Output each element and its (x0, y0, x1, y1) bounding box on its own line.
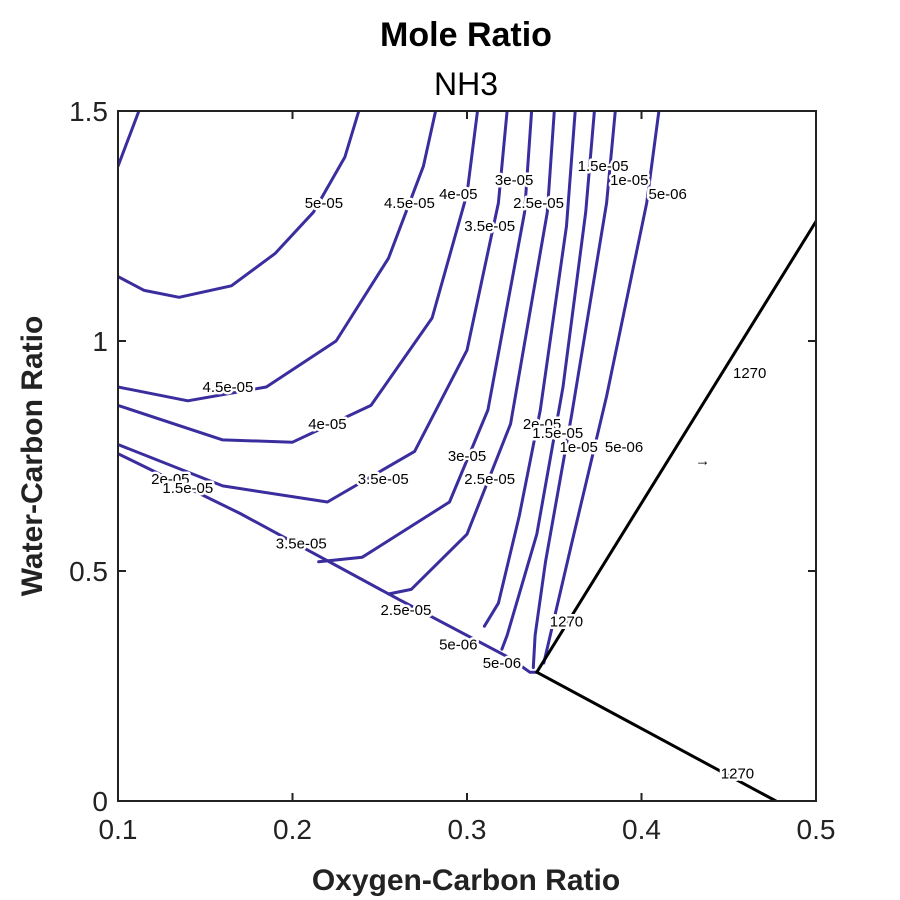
contour-label-1e-05: 1e-05 (559, 439, 597, 456)
contour-line-1e-05 (531, 111, 617, 670)
contour-label-2e-05: 2e-05 (151, 471, 189, 488)
chart-title: Mole Ratio (380, 16, 552, 54)
contour-label-2.5e-05: 2.5e-05 (464, 471, 515, 488)
contour-label-1270: 1270 (721, 765, 754, 782)
x-axis-ticks: 0.1 0.2 0.3 0.4 0.5 (99, 111, 836, 845)
contour-line-3e-05 (317, 111, 534, 564)
contour-line-2.5e-05 (387, 111, 556, 596)
plot-area: 5e-05 4.5e-054.5e-054e-054e-053.5e-053.5e… (117, 110, 817, 802)
contour-line-3.5e-05 (118, 111, 509, 504)
contour-label-1270: 1270 (550, 614, 583, 631)
x-tick-label: 0.2 (273, 814, 312, 845)
contour-line-5e-06 (118, 452, 539, 674)
contour-line-5e-05 (118, 111, 141, 168)
y-tick-label: 1.5 (69, 96, 108, 127)
contour-label-5e-06: 5e-06 (605, 439, 643, 456)
contour-label-1.5e-05: 1.5e-05 (578, 158, 629, 175)
contour-label-3e-05: 3e-05 (448, 448, 486, 465)
chart-subtitle: NH3 (434, 66, 498, 102)
contour-label-4e-05: 4e-05 (439, 186, 477, 203)
contour-label-4e-05: 4e-05 (308, 416, 346, 433)
contour-line-1270 (535, 670, 778, 801)
contour-label-layer: 5e-05 4.5e-054.5e-054e-054e-053.5e-053.5e… (149, 156, 769, 785)
contour-label-1270: 1270 (733, 365, 766, 382)
contour-label-1.5e-05: 1.5e-05 (532, 425, 583, 442)
x-tick-label: 0.3 (448, 814, 487, 845)
arrow-annotation: → (695, 453, 710, 470)
y-axis-ticks: 0 0.5 1 1.5 (69, 96, 816, 817)
plot-background (118, 111, 816, 801)
contour-line-1270 (535, 219, 816, 674)
contour-line-1.5e-05 (500, 111, 596, 651)
contour-label-5e-05: 5e-05 (305, 195, 343, 212)
contour-label-5e-06: 5e-06 (648, 186, 686, 203)
contour-label-4.5e-05: 4.5e-05 (384, 195, 435, 212)
contour-label-1e-05: 1e-05 (610, 172, 648, 189)
x-axis-label: Oxygen-Carbon Ratio (312, 864, 620, 897)
contour-label-5e-06: 5e-06 (439, 637, 477, 654)
contour-label-4.5e-05: 4.5e-05 (202, 379, 253, 396)
x-tick-label: 0.5 (797, 814, 836, 845)
contour-layer (118, 111, 816, 801)
y-tick-label: 0.5 (69, 556, 108, 587)
contour-line-2e-05 (482, 111, 577, 628)
contour-label-3.5e-05: 3.5e-05 (276, 535, 327, 552)
y-tick-label: 0 (92, 786, 108, 817)
contour-line-4e-05 (118, 111, 479, 444)
contour-label-2.5e-05: 2.5e-05 (513, 195, 564, 212)
x-tick-label: 0.1 (99, 814, 138, 845)
contour-label-1.5e-05: 1.5e-05 (162, 480, 213, 497)
contour-label-3e-05: 3e-05 (495, 172, 533, 189)
contour-label-3.5e-05: 3.5e-05 (464, 218, 515, 235)
contour-line-5e-06 (542, 111, 661, 665)
contour-label-2e-05: 2e-05 (523, 416, 561, 433)
y-tick-label: 1 (92, 326, 108, 357)
y-axis-label: Water-Carbon Ratio (16, 316, 49, 597)
contour-label-2.5e-05: 2.5e-05 (380, 602, 431, 619)
contour-label-3.5e-05: 3.5e-05 (358, 471, 409, 488)
contour-line-5e-05 (118, 111, 361, 299)
contour-line-4.5e-05 (118, 111, 438, 403)
x-tick-label: 0.4 (622, 814, 661, 845)
contour-label-5e-06: 5e-06 (483, 655, 521, 672)
